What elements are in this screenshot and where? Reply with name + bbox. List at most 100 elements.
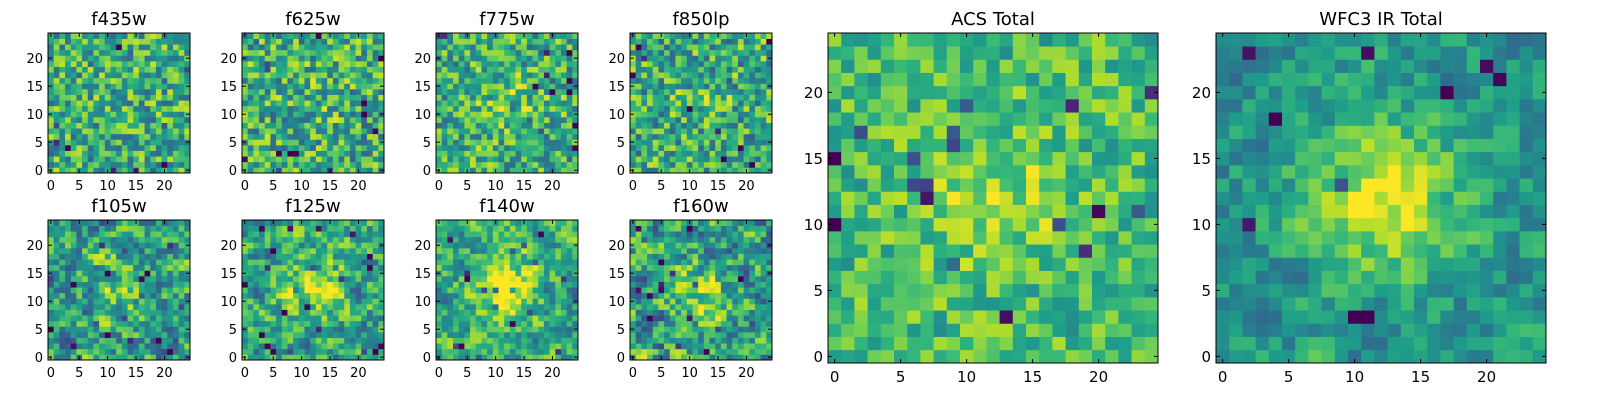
heatmap-cell [538,248,545,254]
heatmap-cell [281,264,288,271]
heatmap-cell [76,348,83,355]
heatmap-cell [538,225,545,232]
heatmap-cell [652,55,659,62]
heatmap-cell [652,100,659,107]
heatmap-cell [87,343,94,350]
heatmap-cell [53,259,60,266]
heatmap-cell [441,287,448,294]
heatmap-cell [310,117,317,123]
heatmap-cell [630,38,637,45]
heatmap-cell [566,281,573,288]
heatmap-cell [315,161,322,168]
heatmap-cell [127,315,134,322]
heatmap-cell [104,72,111,79]
heatmap-cell [709,320,716,327]
heatmap-cell [766,100,773,107]
heatmap-cell [504,128,511,135]
heatmap-cell [172,354,179,361]
heatmap-cell [458,72,465,79]
heatmap-cell [481,292,488,299]
y-tick-label: 10 [608,108,625,123]
heatmap-cell [270,270,277,277]
axes-frame [241,32,385,174]
heatmap-cell [532,117,539,123]
heatmap-cell [253,100,260,107]
heatmap-cell [87,270,94,277]
heatmap-cell [93,264,100,271]
heatmap-cell [70,320,77,327]
heatmap-cell [526,320,533,327]
heatmap-cell [566,242,573,249]
heatmap-cell [87,33,94,39]
heatmap-cell [155,298,162,305]
heatmap-cell [447,38,454,45]
heatmap-cell [349,49,356,56]
heatmap-cell [355,276,362,282]
heatmap-cell [487,264,494,271]
heatmap-cell [104,38,111,45]
heatmap-cell [647,276,654,282]
heatmap-cell [658,94,665,101]
heatmap-cell [167,156,174,163]
heatmap-cell [242,38,249,45]
heatmap-cell [150,248,157,254]
heatmap-cell [372,128,379,135]
heatmap-cell [538,270,545,277]
heatmap-cell [732,156,739,163]
heatmap-cell [498,337,505,344]
heatmap-cell [726,61,733,67]
heatmap-cell [566,61,573,67]
heatmap-cell [104,298,111,305]
heatmap-cell [184,231,191,238]
heatmap-cell [338,128,345,135]
heatmap-cell [720,133,727,140]
heatmap-cell [664,287,671,294]
heatmap-cell [253,287,260,294]
heatmap-cell [686,128,693,135]
heatmap-cell [681,66,688,73]
heatmap-cell [138,77,145,84]
heatmap-cell [276,55,283,62]
heatmap-cell [144,270,151,277]
heatmap-cell [441,66,448,73]
heatmap-cell [720,354,727,361]
heatmap-cell [253,72,260,79]
heatmap-cell [178,133,185,140]
heatmap-cell [304,128,311,135]
heatmap-cell [760,309,767,316]
heatmap-cell [549,253,556,260]
heatmap-cell [560,105,567,112]
heatmap-cell [715,94,722,101]
heatmap-cell [498,315,505,322]
heatmap-cell [647,156,654,163]
heatmap-cell [304,304,311,310]
heatmap-cell [692,128,699,135]
heatmap-cell [344,253,351,260]
heatmap-cell [692,354,699,361]
heatmap-cell [538,94,545,101]
heatmap-cell [737,315,744,322]
heatmap-cell [70,281,77,288]
heatmap-cell [453,156,460,163]
heatmap-cell [475,348,482,355]
heatmap-cell [287,133,294,140]
heatmap-cell [538,309,545,316]
heatmap-cell [332,337,339,344]
heatmap-cell [242,292,249,299]
heatmap-cell [641,167,648,174]
heatmap-cell [93,117,100,123]
heatmap-cell [532,281,539,288]
heatmap-cell [743,304,750,310]
heatmap-cell [743,276,750,282]
heatmap-cell [48,259,55,266]
heatmap-cell [720,44,727,51]
heatmap-cell [276,253,283,260]
heatmap-cell [566,72,573,79]
heatmap-cell [242,128,249,135]
heatmap-cell [310,348,317,355]
heatmap-cell [167,117,174,123]
heatmap-cell [526,225,533,232]
heatmap-cell [487,133,494,140]
heatmap-cell [720,332,727,338]
heatmap-cell [378,309,385,316]
